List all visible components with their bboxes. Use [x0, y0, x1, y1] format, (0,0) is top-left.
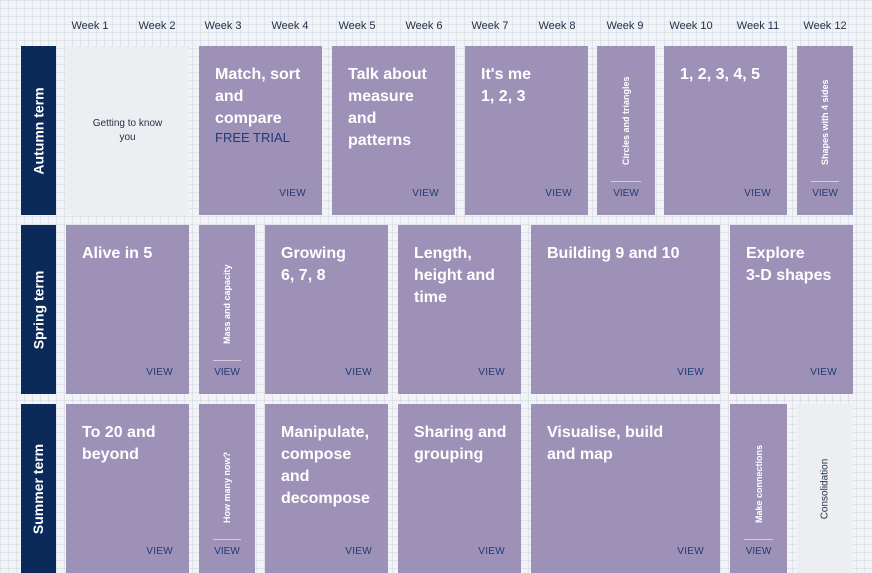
tile-title: Sharing and grouping	[414, 424, 507, 463]
summer-term-text: Summer term	[30, 443, 47, 534]
summer-term-label: Summer term	[21, 404, 56, 573]
autumn-term-label: Autumn term	[21, 46, 56, 215]
tile-divider	[213, 360, 241, 361]
tile-consolidation[interactable]: Consolidation	[797, 404, 853, 573]
view-link[interactable]: VIEW	[744, 188, 771, 199]
tile-divider	[744, 539, 773, 540]
tile-shapes-with-4-sides[interactable]: Shapes with 4 sides VIEW	[797, 46, 853, 215]
tile-length-height-time[interactable]: Length, height and time VIEW	[398, 225, 521, 394]
tile-alive-in-5[interactable]: Alive in 5 VIEW	[66, 225, 189, 394]
view-link[interactable]: VIEW	[677, 546, 704, 557]
tile-title: Make connections	[753, 444, 764, 523]
tile-divider	[611, 181, 641, 182]
tile-sharing-and-grouping[interactable]: Sharing and grouping VIEW	[398, 404, 521, 573]
week-3-header: Week 3	[204, 20, 242, 32]
view-link[interactable]: VIEW	[279, 188, 306, 199]
view-link[interactable]: VIEW	[345, 367, 372, 378]
tile-title: To 20 and beyond	[82, 424, 156, 463]
tile-explore-3d-shapes[interactable]: Explore 3-D shapes VIEW	[730, 225, 853, 394]
tile-12345[interactable]: 1, 2, 3, 4, 5 VIEW	[664, 46, 787, 215]
tile-title: Shapes with 4 sides	[820, 79, 830, 165]
view-link[interactable]: VIEW	[478, 546, 505, 557]
view-link[interactable]: VIEW	[214, 367, 240, 378]
week-9-header: Week 9	[606, 20, 644, 32]
tile-circles-and-triangles[interactable]: Circles and triangles VIEW	[597, 46, 655, 215]
view-link[interactable]: VIEW	[745, 546, 772, 557]
tile-title: Consolidation	[819, 458, 831, 519]
view-link[interactable]: VIEW	[146, 546, 173, 557]
tile-divider	[811, 181, 839, 182]
view-link[interactable]: VIEW	[478, 367, 505, 378]
view-link[interactable]: VIEW	[810, 367, 837, 378]
tile-title: Visualise, build and map	[547, 424, 664, 463]
tile-manipulate-compose-decompose[interactable]: Manipulate, compose and decompose VIEW	[265, 404, 388, 573]
view-link[interactable]: VIEW	[613, 188, 639, 199]
tile-growing-678[interactable]: Growing 6, 7, 8 VIEW	[265, 225, 388, 394]
tile-how-many-now[interactable]: How many now? VIEW	[199, 404, 255, 573]
tile-title: Alive in 5	[82, 245, 153, 262]
tile-title: Circles and triangles	[621, 76, 631, 165]
view-link[interactable]: VIEW	[545, 188, 572, 199]
tile-getting-to-know-you[interactable]: Getting to know you	[66, 46, 189, 215]
tile-visualise-build-map[interactable]: Visualise, build and map VIEW	[531, 404, 720, 573]
view-link[interactable]: VIEW	[214, 546, 240, 557]
view-link[interactable]: VIEW	[812, 188, 838, 199]
view-link[interactable]: VIEW	[146, 367, 173, 378]
tile-title: Talk about measure and patterns	[348, 66, 427, 149]
tile-title: Length, height and time	[414, 245, 495, 306]
tile-talk-about-measure[interactable]: Talk about measure and patterns VIEW	[332, 46, 455, 215]
tile-title: It's me 1, 2, 3	[481, 66, 532, 105]
tile-make-connections[interactable]: Make connections VIEW	[730, 404, 787, 573]
week-7-header: Week 7	[471, 20, 509, 32]
tile-title: How many now?	[222, 451, 232, 523]
view-link[interactable]: VIEW	[412, 188, 439, 199]
spring-term-text: Spring term	[30, 270, 47, 349]
tile-its-me-123[interactable]: It's me 1, 2, 3 VIEW	[465, 46, 588, 215]
week-8-header: Week 8	[538, 20, 576, 32]
tile-title: Building 9 and 10	[547, 245, 680, 262]
week-4-header: Week 4	[271, 20, 309, 32]
week-10-header: Week 10	[669, 20, 713, 32]
week-1-header: Week 1	[71, 20, 109, 32]
week-5-header: Week 5	[338, 20, 376, 32]
spring-term-label: Spring term	[21, 225, 56, 394]
tile-mass-and-capacity[interactable]: Mass and capacity VIEW	[199, 225, 255, 394]
tile-title: Mass and capacity	[222, 264, 232, 344]
tile-building-9-and-10[interactable]: Building 9 and 10 VIEW	[531, 225, 720, 394]
tile-title: Match, sort and compare	[215, 66, 301, 127]
week-6-header: Week 6	[405, 20, 443, 32]
view-link[interactable]: VIEW	[345, 546, 372, 557]
tile-title: Getting to know you	[92, 117, 163, 143]
tile-title: 1, 2, 3, 4, 5	[680, 66, 761, 83]
week-11-header: Week 11	[736, 20, 780, 32]
tile-title: Growing 6, 7, 8	[281, 245, 346, 284]
tile-to-20-and-beyond[interactable]: To 20 and beyond VIEW	[66, 404, 189, 573]
tile-divider	[213, 539, 241, 540]
tile-title: Manipulate, compose and decompose	[281, 424, 370, 507]
free-trial-label: FREE TRIAL	[215, 130, 290, 145]
tile-match-sort-compare[interactable]: Match, sort and compare FREE TRIAL VIEW	[199, 46, 322, 215]
week-2-header: Week 2	[138, 20, 176, 32]
autumn-term-text: Autumn term	[30, 86, 47, 175]
view-link[interactable]: VIEW	[677, 367, 704, 378]
tile-title: Explore 3-D shapes	[746, 245, 832, 284]
week-12-header: Week 12	[803, 20, 847, 32]
